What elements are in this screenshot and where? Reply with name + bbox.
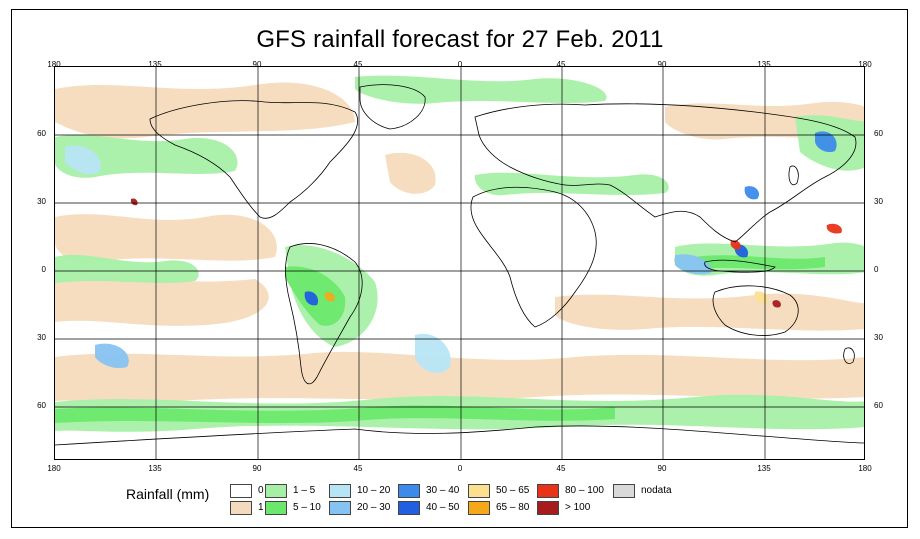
rain-5-10mm-band bbox=[695, 255, 825, 270]
legend-swatch bbox=[613, 484, 635, 498]
coast-north-america bbox=[149, 100, 359, 219]
rain-40-50mm-cell bbox=[304, 291, 319, 306]
lon-tick-top: 180 bbox=[47, 60, 61, 69]
coast-antarctica bbox=[55, 425, 864, 446]
rain-1mm-patch bbox=[55, 278, 269, 326]
legend-swatch bbox=[398, 501, 420, 515]
rain-65-80mm-cell bbox=[324, 292, 335, 302]
coast-south-america bbox=[285, 243, 363, 385]
legend-swatch bbox=[329, 501, 351, 515]
figure-frame bbox=[11, 9, 908, 528]
coast-australia bbox=[712, 285, 799, 336]
rain-5-10mm-band bbox=[55, 405, 615, 423]
lat-tick-left: 30 bbox=[37, 333, 46, 342]
rain-10-20mm-cell bbox=[65, 145, 101, 175]
lon-tick-top: 90 bbox=[252, 60, 262, 69]
rain-30-40mm-cell bbox=[744, 186, 760, 200]
lon-tick-bottom: 90 bbox=[657, 464, 667, 473]
rainfall-layer bbox=[55, 75, 864, 432]
lat-tick-left: 60 bbox=[37, 401, 46, 410]
legend-label: 10 – 20 bbox=[357, 485, 391, 496]
rain-80-100mm-cell bbox=[730, 240, 741, 250]
lon-tick-bottom: 45 bbox=[353, 464, 363, 473]
legend-swatch bbox=[230, 501, 252, 515]
legend-swatch bbox=[468, 484, 490, 498]
legend-swatch bbox=[230, 484, 252, 498]
rain-1mm-patch bbox=[555, 293, 864, 331]
graticule bbox=[55, 67, 864, 459]
legend-label: 5 – 10 bbox=[293, 502, 321, 513]
legend-swatch bbox=[537, 484, 559, 498]
legend-swatch bbox=[537, 501, 559, 515]
legend-label: nodata bbox=[641, 485, 672, 496]
lat-tick-left: 60 bbox=[37, 129, 46, 138]
lon-tick-top: 135 bbox=[148, 60, 162, 69]
legend-label: 20 – 30 bbox=[357, 502, 391, 513]
lon-tick-bottom: 180 bbox=[47, 464, 61, 473]
rain-1mm-patch bbox=[55, 82, 355, 139]
rain-20-30mm-cell bbox=[95, 343, 129, 369]
lat-tick-right: 60 bbox=[874, 129, 883, 138]
lon-tick-top: 180 bbox=[858, 60, 872, 69]
lon-tick-bottom: 0 bbox=[457, 464, 463, 473]
legend-label: 50 – 65 bbox=[496, 485, 530, 496]
rain-1-5mm-band bbox=[55, 254, 199, 283]
lat-tick-right: 30 bbox=[874, 333, 883, 342]
lon-tick-top: 45 bbox=[556, 60, 566, 69]
legend-swatch bbox=[265, 484, 287, 498]
coast-europe-asia bbox=[474, 103, 857, 243]
rain-1-5mm-band bbox=[355, 75, 607, 104]
rain-1-5mm-band bbox=[474, 172, 669, 196]
legend-label: 0 bbox=[258, 485, 264, 496]
lat-tick-left: 30 bbox=[37, 197, 46, 206]
rainfall-map bbox=[54, 66, 865, 460]
legend-label: 65 – 80 bbox=[496, 502, 530, 513]
legend-swatch bbox=[398, 484, 420, 498]
lon-tick-bottom: 135 bbox=[757, 464, 771, 473]
legend-swatch bbox=[265, 501, 287, 515]
lon-tick-bottom: 45 bbox=[556, 464, 566, 473]
coast-greenland bbox=[359, 84, 426, 130]
map-title: GFS rainfall forecast for 27 Feb. 2011 bbox=[256, 26, 664, 53]
lon-tick-bottom: 135 bbox=[148, 464, 162, 473]
lon-tick-top: 0 bbox=[457, 60, 463, 69]
rain-gt100mm-cell bbox=[130, 198, 138, 206]
rain-80-100mm-cell bbox=[826, 223, 842, 234]
legend-title: Rainfall (mm) bbox=[126, 486, 210, 502]
rain-20-30mm-cell bbox=[675, 254, 712, 275]
legend-label: 1 bbox=[258, 502, 264, 513]
rain-1mm-patch bbox=[55, 214, 277, 263]
lat-tick-left: 0 bbox=[41, 265, 46, 274]
lat-tick-right: 0 bbox=[874, 265, 879, 274]
rain-1mm-patch bbox=[55, 351, 864, 403]
legend-label: 30 – 40 bbox=[426, 485, 460, 496]
coast-africa bbox=[470, 186, 597, 328]
map-canvas bbox=[55, 67, 864, 459]
lon-tick-bottom: 90 bbox=[252, 464, 262, 473]
rain-30-40mm-cell bbox=[815, 131, 837, 153]
coast-new-zealand bbox=[843, 347, 855, 364]
lat-tick-right: 30 bbox=[874, 197, 883, 206]
lat-tick-right: 60 bbox=[874, 401, 883, 410]
legend-label: 40 – 50 bbox=[426, 502, 460, 513]
coast-japan bbox=[788, 165, 799, 186]
rain-1mm-patch bbox=[385, 152, 436, 194]
legend-swatch bbox=[329, 484, 351, 498]
lon-tick-bottom: 180 bbox=[858, 464, 872, 473]
rain-gt100mm-cell bbox=[772, 300, 781, 308]
rain-10-20mm-cell bbox=[415, 333, 451, 374]
legend-label: 1 – 5 bbox=[293, 485, 316, 496]
lon-tick-top: 135 bbox=[757, 60, 771, 69]
lon-tick-top: 45 bbox=[353, 60, 363, 69]
legend-label: 80 – 100 bbox=[565, 485, 604, 496]
legend-label: > 100 bbox=[565, 502, 591, 513]
coast-indonesia bbox=[704, 259, 776, 273]
lon-tick-top: 90 bbox=[657, 60, 667, 69]
coastlines bbox=[55, 84, 864, 446]
legend-swatch bbox=[468, 501, 490, 515]
